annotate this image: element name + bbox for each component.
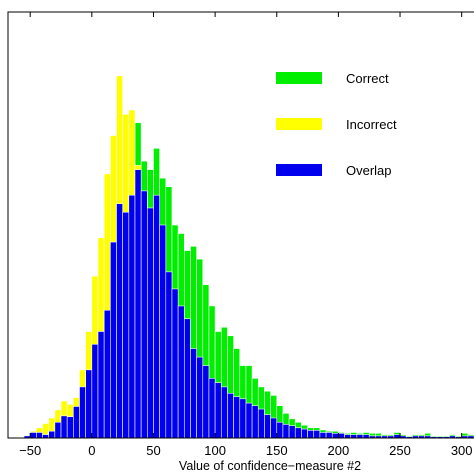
bar-overlap xyxy=(122,211,130,439)
legend-swatch-incorrect xyxy=(276,118,322,130)
bar-overlap xyxy=(344,434,352,439)
bar-overlap xyxy=(147,207,154,439)
x-tick-label: 250 xyxy=(389,443,411,458)
bar-overlap xyxy=(48,430,56,439)
bar-overlap xyxy=(85,369,93,439)
legend-label-correct: Correct xyxy=(346,71,389,86)
legend-label-overlap: Overlap xyxy=(346,163,392,178)
x-tick-label: −50 xyxy=(19,443,41,458)
bar-overlap xyxy=(183,318,191,439)
bar-overlap xyxy=(208,378,216,439)
bar-overlap xyxy=(214,382,222,439)
bar-overlap xyxy=(251,405,259,439)
bar-overlap xyxy=(103,309,111,439)
bar-overlap xyxy=(233,396,241,439)
bar-overlap xyxy=(288,425,296,439)
bar-overlap xyxy=(331,433,339,439)
bar-overlap xyxy=(134,169,142,439)
x-ticks-group: −50 0 50 100 150 200 250 300 xyxy=(19,12,473,458)
bar-overlap xyxy=(282,424,290,439)
bar-overlap xyxy=(325,432,333,439)
bar-overlap xyxy=(202,365,210,439)
bar-overlap xyxy=(42,434,49,439)
legend-label-incorrect: Incorrect xyxy=(346,117,397,132)
bar-overlap xyxy=(220,386,228,439)
bar-overlap xyxy=(91,343,99,439)
bar-overlap xyxy=(159,224,167,439)
bar-overlap xyxy=(196,356,204,439)
bar-overlap xyxy=(393,434,401,439)
bar-overlap xyxy=(116,203,123,439)
bar-overlap xyxy=(177,305,185,439)
bar-overlap xyxy=(239,398,247,439)
bar-overlap xyxy=(97,331,105,439)
legend-swatch-correct xyxy=(276,72,322,84)
bar-overlap xyxy=(128,194,136,439)
bar-overlap xyxy=(73,406,80,439)
bars-group xyxy=(23,75,474,439)
bar-overlap xyxy=(79,386,86,439)
bar-overlap xyxy=(264,414,271,439)
x-axis-label: Value of confidence−measure #2 xyxy=(179,459,361,473)
bar-overlap xyxy=(245,402,253,439)
bar-overlap xyxy=(227,392,234,439)
bar-overlap xyxy=(29,432,37,439)
axes-frame xyxy=(7,11,474,439)
bar-overlap xyxy=(270,417,278,439)
bar-overlap xyxy=(60,415,68,439)
bar-overlap xyxy=(36,432,43,439)
bar-overlap xyxy=(294,427,302,439)
x-tick-label: 100 xyxy=(204,443,226,458)
x-tick-label: 50 xyxy=(146,443,160,458)
bar-overlap xyxy=(301,428,308,439)
bar-overlap xyxy=(307,430,315,439)
x-tick-label: 200 xyxy=(328,443,350,458)
x-tick-label: 300 xyxy=(451,443,473,458)
bar-overlap xyxy=(171,288,179,439)
bar-overlap xyxy=(140,190,148,439)
bar-overlap xyxy=(338,433,345,439)
bar-overlap xyxy=(165,271,173,439)
bar-overlap xyxy=(66,416,74,439)
bar-overlap xyxy=(110,241,117,439)
x-tick-label: 0 xyxy=(88,443,95,458)
bar-overlap xyxy=(276,421,284,439)
x-tick-label: 150 xyxy=(266,443,288,458)
bar-overlap xyxy=(54,421,62,439)
bar-overlap xyxy=(319,432,327,439)
bar-overlap xyxy=(356,434,364,439)
legend: Correct Incorrect Overlap xyxy=(276,71,397,178)
bar-overlap xyxy=(362,434,370,439)
legend-swatch-overlap xyxy=(276,164,322,176)
bar-overlap xyxy=(190,348,197,439)
bar-overlap xyxy=(350,434,358,439)
bar-overlap xyxy=(313,430,321,439)
bar-overlap xyxy=(257,408,265,439)
bar-overlap xyxy=(153,194,160,439)
